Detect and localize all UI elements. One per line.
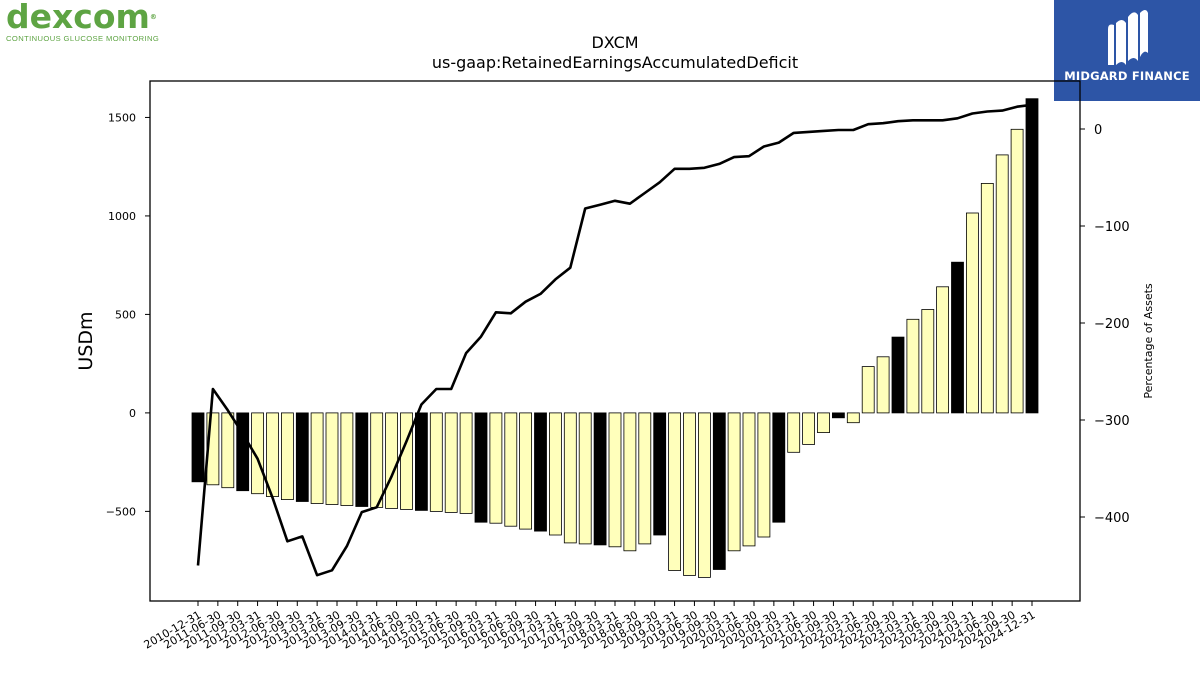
bar-2023-09-30 (951, 261, 964, 414)
bar-2016-06-30 (519, 412, 532, 530)
bar-2013-12-31 (370, 412, 384, 508)
bar-2011-09-30 (236, 412, 250, 492)
bar-2016-03-31 (504, 412, 518, 527)
bar-2014-03-31 (385, 412, 399, 509)
bar-2018-06-30 (638, 412, 652, 545)
y-tick-label: 1500 (108, 111, 136, 124)
bar-2018-12-31 (668, 412, 681, 571)
dexcom-logo: dexcom® CONTINUOUS GLUCOSE MONITORING (6, 0, 176, 48)
bar-2021-03-31 (802, 412, 815, 445)
bar-2014-09-30 (414, 412, 428, 511)
bar-2015-03-31 (444, 412, 458, 513)
y2-tick-label: −400 (1094, 511, 1130, 526)
bar-2017-12-31 (608, 412, 622, 548)
registered-mark-icon: ® (149, 13, 157, 21)
bar-2016-09-30 (534, 412, 547, 532)
bar-2014-06-30 (400, 412, 413, 510)
midgard-emblem-icon (1108, 10, 1148, 65)
bar-2024-06-30 (995, 154, 1009, 414)
bar-2022-06-30 (876, 356, 890, 414)
bar-2017-06-30 (578, 412, 592, 545)
bar-2019-12-31 (727, 412, 741, 552)
bar-2013-03-31 (325, 412, 339, 505)
bar-2021-06-30 (817, 412, 830, 433)
bar-2021-12-31 (846, 412, 860, 424)
bar-2013-09-30 (355, 412, 369, 507)
left-axis-ticks: −500 0 500 1000 1500 (106, 111, 150, 518)
y-axis-label: USDm (75, 311, 97, 370)
y2-axis-label: Percentage of Assets (1142, 283, 1155, 399)
bar-2016-12-31 (549, 412, 562, 536)
bar-2020-09-30 (772, 412, 786, 523)
y2-tick-label: −200 (1094, 317, 1130, 332)
bar-2015-06-30 (459, 412, 473, 514)
y-tick-label: 1000 (108, 210, 136, 223)
bar-2014-12-31 (429, 412, 443, 512)
bar-2023-12-31 (966, 212, 979, 414)
chart-title: DXCM (591, 33, 638, 52)
percentage-of-assets-line (196, 103, 1033, 577)
y2-tick-label: 0 (1094, 123, 1102, 138)
bar-2015-09-30 (474, 412, 488, 523)
bar-2020-12-31 (787, 412, 801, 453)
bar-2022-09-30 (891, 336, 905, 414)
bar-2019-09-30 (712, 412, 726, 570)
chart-subtitle: us-gaap:RetainedEarningsAccumulatedDefic… (432, 53, 798, 72)
y-tick-label: 0 (129, 407, 136, 420)
bar-2017-03-31 (563, 412, 577, 544)
midgard-finance-logo: MIDGARD FINANCE (1054, 0, 1200, 101)
bar-2022-03-31 (861, 366, 875, 414)
dexcom-tagline: CONTINUOUS GLUCOSE MONITORING (6, 34, 160, 43)
bar-2020-06-30 (757, 412, 771, 538)
bar-2012-06-30 (280, 412, 294, 500)
bar-2023-06-30 (936, 286, 949, 414)
bar-2018-03-31 (623, 412, 637, 552)
bar-2010-12-31 (191, 412, 205, 483)
bar-2011-06-30 (221, 412, 235, 489)
y2-tick-label: −300 (1094, 414, 1130, 429)
bar-layer (191, 98, 1039, 578)
y-tick-label: −500 (106, 505, 136, 518)
y2-tick-label: −100 (1094, 220, 1130, 235)
bar-2013-06-30 (340, 412, 354, 506)
bar-2020-03-31 (742, 412, 756, 547)
x-axis-ticks: 2010-12-312011-06-302011-09-302012-03-31… (142, 601, 1038, 652)
bar-2017-09-30 (593, 412, 607, 546)
bar-2012-12-31 (310, 412, 324, 504)
bar-2018-09-30 (653, 412, 667, 536)
bar-2019-06-30 (698, 412, 711, 578)
dexcom-logo-text: dexcom® (6, 0, 157, 36)
bar-2012-09-30 (295, 412, 309, 502)
bar-2021-09-30 (832, 412, 845, 419)
bar-2019-03-31 (683, 412, 696, 576)
bar-2024-03-31 (980, 182, 994, 414)
right-axis-ticks: −400 −300 −200 −100 0 (1080, 123, 1130, 526)
bar-2024-09-30 (1010, 128, 1024, 414)
bar-2011-12-31 (251, 412, 265, 495)
bar-2022-12-31 (906, 318, 920, 414)
bar-2015-12-31 (489, 412, 503, 524)
midgard-finance-name: MIDGARD FINANCE (1064, 69, 1190, 83)
bar-2023-03-31 (921, 309, 935, 414)
y-tick-label: 500 (115, 308, 136, 321)
bar-2024-12-31 (1025, 98, 1039, 414)
